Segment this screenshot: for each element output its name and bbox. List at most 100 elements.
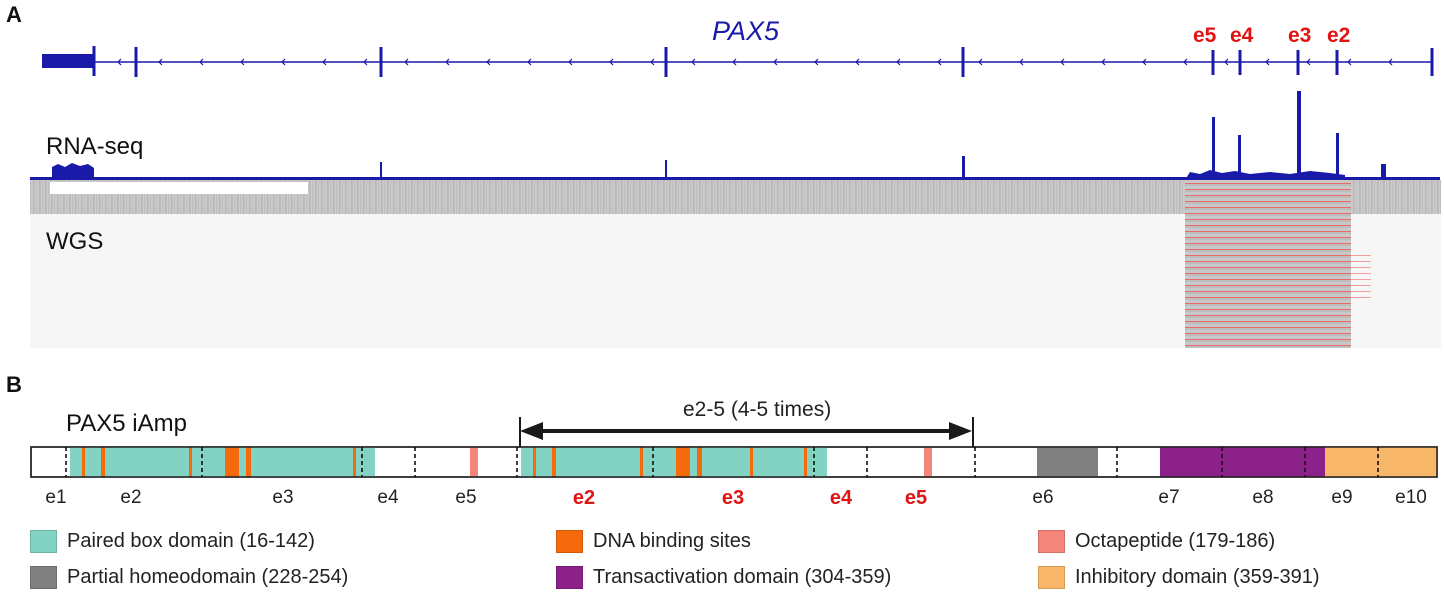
exon-label: e5 — [455, 487, 477, 508]
panel-a-label: A — [6, 2, 22, 27]
utr-block — [42, 54, 94, 68]
dna-binding-site — [225, 447, 239, 477]
strand-chevron — [732, 58, 737, 66]
exon-label: e10 — [1395, 487, 1427, 508]
strand-chevron — [814, 58, 819, 66]
strand-chevron — [1101, 58, 1106, 66]
legend-item-octapeptide: Octapeptide (179-186) — [1038, 530, 1275, 553]
strand-chevron — [937, 58, 942, 66]
dna-binding-site — [101, 447, 105, 477]
exon-label: e3 — [272, 487, 294, 508]
exon-label: e6 — [1032, 487, 1054, 508]
strand-chevron — [486, 58, 491, 66]
strand-chevron — [1347, 58, 1352, 66]
strand-chevron — [691, 58, 696, 66]
amplification-arrow — [519, 417, 974, 447]
exon-label-amplified: e4 — [829, 487, 853, 509]
legend-label: Octapeptide (179-186) — [1075, 530, 1276, 552]
coverage-peak — [1212, 117, 1215, 180]
strand-chevron — [1060, 58, 1065, 66]
coverage-peak — [1185, 170, 1345, 180]
strand-chevron — [322, 58, 327, 66]
dna-binding-site — [804, 447, 807, 477]
exon-tag-e5: e5 — [1193, 24, 1217, 47]
gene-model — [42, 46, 1434, 77]
protein-construct — [30, 417, 1438, 478]
inhibitory-domain — [1325, 447, 1437, 477]
strand-chevron — [1019, 58, 1024, 66]
legend-item-dna-binding: DNA binding sites — [556, 530, 751, 553]
strand-chevron — [445, 58, 450, 66]
legend-item-homeodomain: Partial homeodomain (228-254) — [30, 566, 348, 589]
coverage-peak — [1238, 135, 1241, 180]
coverage-peak — [962, 156, 965, 180]
legend-label: Inhibitory domain (359-391) — [1075, 566, 1320, 588]
exon-label: e7 — [1158, 487, 1180, 508]
strand-chevron — [1265, 58, 1270, 66]
strand-chevron — [527, 58, 532, 66]
legend-swatch — [556, 566, 583, 589]
paired-box-domain — [521, 447, 827, 477]
legend-label: DNA binding sites — [593, 530, 751, 552]
legend-swatch — [30, 566, 57, 589]
wgs-amplified-region — [1185, 180, 1351, 348]
wgs-track — [30, 180, 1441, 348]
legend-label: Partial homeodomain (228-254) — [67, 566, 349, 588]
octapeptide — [924, 447, 932, 477]
partial-homeodomain — [1037, 447, 1098, 477]
gene-model-track — [42, 46, 1434, 77]
dna-binding-site — [246, 447, 251, 477]
exon-label: e9 — [1331, 487, 1353, 508]
strand-chevron — [978, 58, 983, 66]
strand-chevron — [1142, 58, 1147, 66]
dna-binding-site — [750, 447, 753, 477]
legend-swatch — [30, 530, 57, 553]
rna-seq-coverage — [30, 91, 1440, 181]
dna-binding-site — [697, 447, 702, 477]
strand-chevron — [117, 58, 122, 66]
legend-swatch — [556, 530, 583, 553]
exon-tag-e2: e2 — [1327, 24, 1351, 47]
strand-chevron — [1388, 58, 1393, 66]
strand-chevron — [1183, 58, 1188, 66]
legend-item-transactivation: Transactivation domain (304-359) — [556, 566, 891, 589]
strand-chevron — [199, 58, 204, 66]
legend-label: Paired box domain (16-142) — [67, 530, 315, 552]
construct-title: PAX5 iAmp — [66, 410, 187, 437]
dna-binding-site — [82, 447, 85, 477]
dna-binding-site — [640, 447, 643, 477]
dna-binding-site — [189, 447, 192, 477]
strand-chevron — [158, 58, 163, 66]
exon-label: e4 — [377, 487, 399, 508]
rna-seq-label: RNA-seq — [46, 133, 144, 160]
paired-box-domain — [70, 447, 375, 477]
legend-label: Transactivation domain (304-359) — [593, 566, 892, 588]
exon-tag-e3: e3 — [1288, 24, 1312, 47]
exon-label: e1 — [45, 487, 67, 508]
panel-b-label: B — [6, 372, 22, 397]
coverage-block — [52, 163, 94, 180]
coverage-peak — [1297, 91, 1301, 180]
legend-item-inhibitory: Inhibitory domain (359-391) — [1038, 566, 1320, 589]
strand-chevron — [1306, 58, 1311, 66]
coverage-peak — [1336, 133, 1339, 180]
strand-chevron — [855, 58, 860, 66]
strand-chevron — [404, 58, 409, 66]
strand-chevron — [281, 58, 286, 66]
strand-chevron — [363, 58, 368, 66]
strand-chevron — [1224, 58, 1229, 66]
wgs-label: WGS — [46, 228, 104, 255]
dna-binding-site — [676, 447, 690, 477]
legend-item-paired-box: Paired box domain (16-142) — [30, 530, 315, 553]
exon-label-amplified: e3 — [721, 487, 745, 509]
dna-binding-site — [533, 447, 536, 477]
strand-chevron — [240, 58, 245, 66]
exon-label-amplified: e5 — [904, 487, 928, 509]
strand-chevron — [650, 58, 655, 66]
wgs-discordant-reads — [1351, 250, 1371, 300]
coverage-peak — [380, 162, 382, 180]
coverage-peak — [665, 160, 667, 180]
exon-label-amplified: e2 — [572, 487, 596, 509]
legend-swatch — [1038, 566, 1065, 589]
wgs-gap — [50, 182, 308, 194]
